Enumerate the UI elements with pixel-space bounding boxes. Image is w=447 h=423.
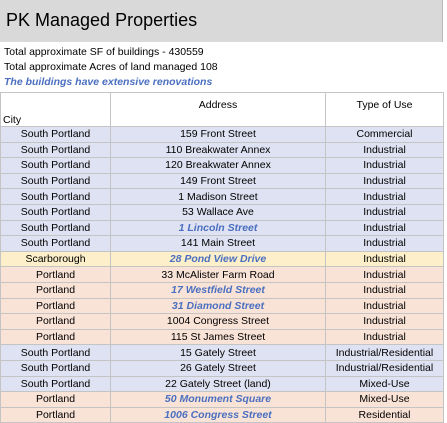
city-cell: South Portland xyxy=(0,344,111,361)
table-row: South Portland 141 Main Street Industrial xyxy=(0,235,444,252)
city-cell: Scarborough xyxy=(0,250,111,268)
table-row: Portland 31 Diamond Street Industrial xyxy=(0,297,444,315)
city-cell: South Portland xyxy=(0,359,111,377)
table-row: South Portland 53 Wallace Ave Industrial xyxy=(0,203,444,221)
table-row: South Portland 120 Breakwater Annex Indust… xyxy=(0,157,444,174)
address-cell: 22 Gately Street (land) xyxy=(110,375,326,393)
properties-table: City Address Type of Use South Portland 1… xyxy=(0,92,444,423)
address-cell: 149 Front Street xyxy=(110,172,326,190)
city-cell: Portland xyxy=(0,313,111,330)
city-cell: South Portland xyxy=(0,188,111,205)
city-cell: South Portland xyxy=(0,141,111,159)
use-cell: Industrial xyxy=(325,157,444,174)
table-row: Portland 115 St James Street Industrial xyxy=(0,328,444,346)
use-cell: Industrial xyxy=(325,281,444,299)
use-cell: Industrial xyxy=(325,141,444,159)
title-bar: PK Managed Properties xyxy=(0,0,443,42)
address-cell: 26 Gately Street xyxy=(110,359,326,377)
use-cell: Commercial xyxy=(325,126,444,143)
address-cell: 31 Diamond Street xyxy=(110,297,326,315)
table-row: South Portland 159 Front Street Commercial xyxy=(0,126,444,143)
city-cell: South Portland xyxy=(0,375,111,393)
table-row: South Portland 1 Lincoln Street Industrial xyxy=(0,219,444,237)
use-cell: Industrial/Residential xyxy=(325,344,444,361)
address-cell: 50 Monument Square xyxy=(110,391,326,408)
address-cell: 159 Front Street xyxy=(110,126,326,143)
use-cell: Industrial xyxy=(325,188,444,205)
city-cell: South Portland xyxy=(0,172,111,190)
table-row: Scarborough 28 Pond View Drive Industrial xyxy=(0,250,444,268)
city-cell: South Portland xyxy=(0,235,111,252)
address-cell: 120 Breakwater Annex xyxy=(110,157,326,174)
use-cell: Residential xyxy=(325,406,444,423)
use-cell: Industrial xyxy=(325,266,444,283)
use-cell: Mixed-Use xyxy=(325,375,444,393)
address-cell: 1 Lincoln Street xyxy=(110,219,326,237)
address-cell: 53 Wallace Ave xyxy=(110,203,326,221)
city-cell: Portland xyxy=(0,266,111,283)
column-header: Address xyxy=(110,92,326,127)
city-cell: South Portland xyxy=(0,126,111,143)
table-row: South Portland 15 Gately Street Industrial… xyxy=(0,344,444,361)
address-cell: 115 St James Street xyxy=(110,328,326,346)
table-row: Portland 50 Monument Square Mixed-Use xyxy=(0,391,444,408)
city-cell: South Portland xyxy=(0,219,111,237)
address-cell: 33 McAlister Farm Road xyxy=(110,266,326,283)
summary-line: Total approximate Acres of land managed … xyxy=(4,61,218,73)
city-cell: Portland xyxy=(0,328,111,346)
column-header: Type of Use xyxy=(325,92,444,127)
use-cell: Industrial xyxy=(325,313,444,330)
use-cell: Industrial/Residential xyxy=(325,359,444,377)
city-cell: South Portland xyxy=(0,157,111,174)
table-row: Portland 1004 Congress Street Industrial xyxy=(0,313,444,330)
city-cell: Portland xyxy=(0,297,111,315)
table-row: South Portland 26 Gately Street Industrial… xyxy=(0,359,444,377)
use-cell: Industrial xyxy=(325,172,444,190)
use-cell: Industrial xyxy=(325,203,444,221)
table-row: South Portland 1 Madison Street Industrial xyxy=(0,188,444,205)
table-row: South Portland 110 Breakwater Annex Indust… xyxy=(0,141,444,159)
address-cell: 28 Pond View Drive xyxy=(110,250,326,268)
address-cell: 1 Madison Street xyxy=(110,188,326,205)
use-cell: Industrial xyxy=(325,235,444,252)
summary-line: Total approximate SF of buildings - 4305… xyxy=(4,46,204,58)
address-cell: 110 Breakwater Annex xyxy=(110,141,326,159)
note: The buildings have extensive renovations xyxy=(4,76,213,88)
city-cell: Portland xyxy=(0,281,111,299)
address-cell: 17 Westfield Street xyxy=(110,281,326,299)
use-cell: Industrial xyxy=(325,297,444,315)
use-cell: Industrial xyxy=(325,250,444,268)
use-cell: Industrial xyxy=(325,219,444,237)
table-row: Portland 17 Westfield Street Industrial xyxy=(0,281,444,299)
column-header: City xyxy=(0,92,111,127)
city-cell: Portland xyxy=(0,406,111,423)
table-row: South Portland 149 Front Street Industrial xyxy=(0,172,444,190)
title: PK Managed Properties xyxy=(6,10,198,30)
table-row: South Portland 22 Gately Street (land) Mix… xyxy=(0,375,444,393)
address-cell: 141 Main Street xyxy=(110,235,326,252)
use-cell: Industrial xyxy=(325,328,444,346)
address-cell: 1006 Congress Street xyxy=(110,406,326,423)
city-cell: South Portland xyxy=(0,203,111,221)
header-row: City Address Type of Use xyxy=(0,92,444,127)
use-cell: Mixed-Use xyxy=(325,391,444,408)
table-row: Portland 1006 Congress Street Residential xyxy=(0,406,444,423)
table-row: Portland 33 McAlister Farm Road Industrial xyxy=(0,266,444,283)
address-cell: 1004 Congress Street xyxy=(110,313,326,330)
address-cell: 15 Gately Street xyxy=(110,344,326,361)
city-cell: Portland xyxy=(0,391,111,408)
